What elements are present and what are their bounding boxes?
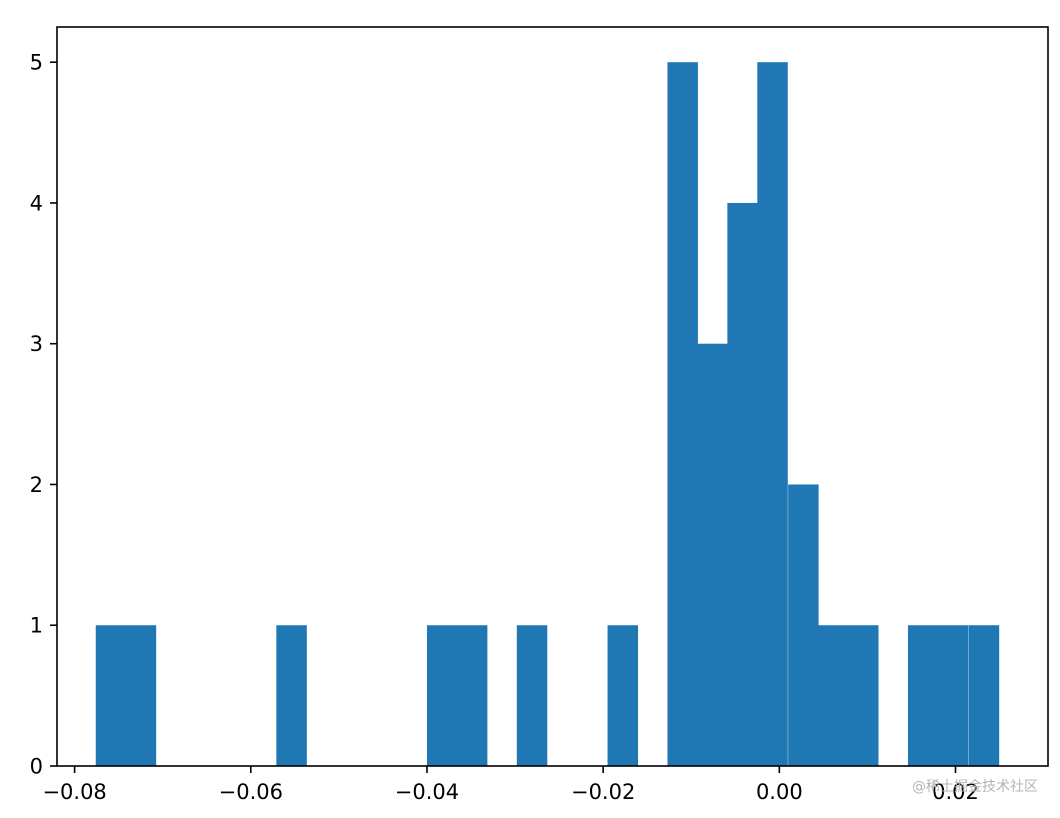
histogram-bar — [276, 625, 307, 766]
y-tick-label: 2 — [30, 473, 43, 497]
y-tick-label: 1 — [30, 614, 43, 638]
y-tick-label: 3 — [30, 332, 43, 356]
y-axis: 0 1 2 3 4 5 — [30, 51, 57, 779]
x-tick-label: −0.04 — [395, 780, 459, 804]
x-tick-label: −0.02 — [571, 780, 635, 804]
histogram-bar — [848, 625, 879, 766]
x-tick-label: −0.08 — [42, 780, 106, 804]
histogram-bar — [516, 625, 548, 766]
histogram-bar — [607, 625, 639, 766]
histogram-bar — [818, 625, 849, 766]
histogram-bar — [667, 62, 698, 766]
histogram-bar — [697, 343, 728, 766]
x-axis: −0.08 −0.06 −0.04 −0.02 0.00 0.02 — [42, 766, 979, 804]
histogram-bar — [95, 625, 127, 766]
y-tick-label: 0 — [30, 755, 43, 779]
x-tick-label: −0.06 — [219, 780, 283, 804]
histogram-bar — [125, 625, 157, 766]
plot-frame — [56, 26, 1049, 767]
histogram-bar — [727, 202, 758, 766]
y-tick-label: 5 — [30, 51, 43, 75]
histogram-bar — [968, 625, 1000, 766]
histogram-bars — [95, 62, 1000, 766]
y-tick-label: 4 — [30, 191, 43, 215]
plot-background — [57, 27, 1048, 766]
x-tick-label: 0.00 — [756, 780, 803, 804]
histogram-bar — [426, 625, 458, 766]
histogram-bar — [757, 62, 788, 766]
watermark-text: @稀土掘金技术社区 — [912, 779, 1038, 795]
histogram-bar — [937, 625, 969, 766]
histogram-bar — [788, 484, 819, 766]
histogram-bar — [907, 625, 939, 766]
x-tick-label: 0.02 — [932, 780, 979, 804]
histogram-bar — [456, 625, 488, 766]
